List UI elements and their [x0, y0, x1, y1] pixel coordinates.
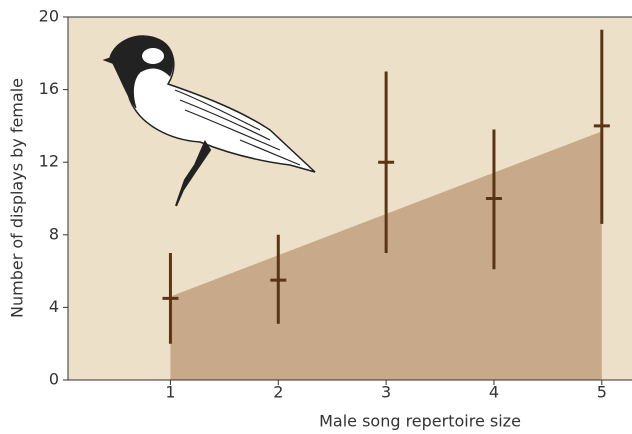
y-axis-label: Number of displays by female — [8, 78, 27, 318]
y-tick-label: 0 — [49, 370, 59, 389]
x-tick-label: 3 — [381, 383, 391, 402]
y-tick-label: 20 — [39, 7, 59, 26]
x-tick-label: 1 — [165, 383, 175, 402]
bird-illustration — [102, 35, 316, 207]
y-tick-label: 12 — [39, 152, 59, 171]
x-tick-label: 2 — [273, 383, 283, 402]
x-tick-label: 4 — [489, 383, 499, 402]
x-tick-label: 5 — [597, 383, 607, 402]
y-tick-label: 8 — [49, 224, 59, 243]
x-axis-label: Male song repertoire size — [319, 412, 521, 431]
y-tick-label: 16 — [39, 79, 59, 98]
y-tick-label: 4 — [49, 297, 59, 316]
